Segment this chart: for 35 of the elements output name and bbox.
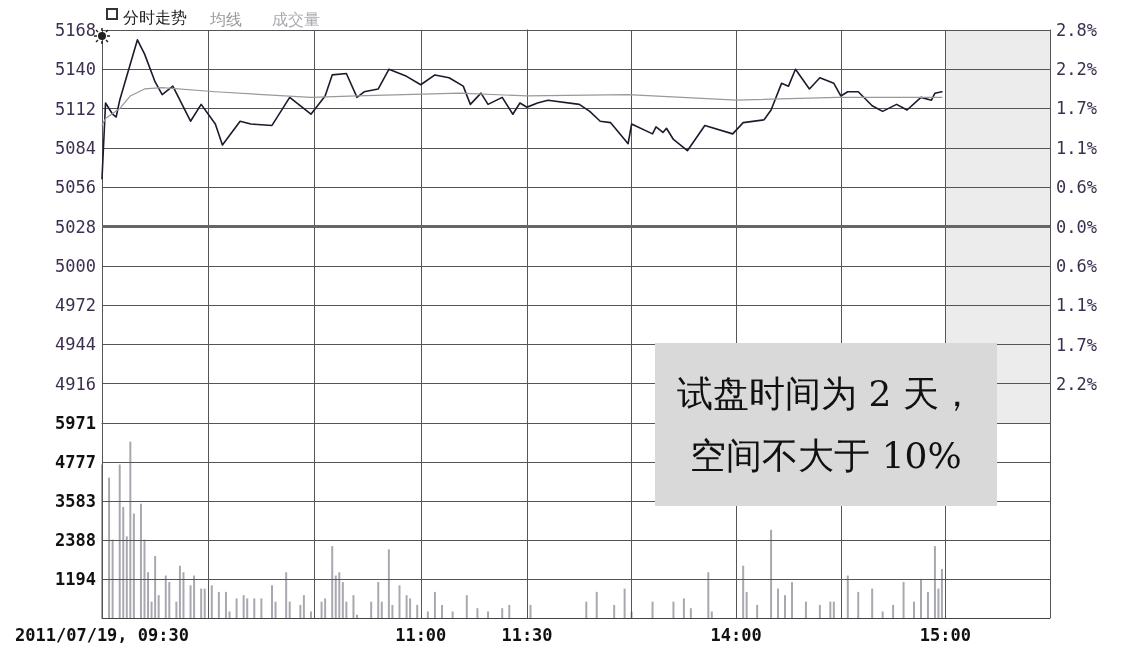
annotation: 试盘时间为 2 天， — [677, 371, 975, 416]
text: 成交量 — [272, 10, 320, 28]
y-tick-label: 3583 — [55, 490, 96, 511]
y-tick-label: 4916 — [55, 373, 96, 394]
text: 2.8% — [1056, 20, 1097, 40]
text: 均线 — [209, 10, 242, 28]
y-tick-label: 2388 — [55, 530, 96, 551]
text: 1.1% — [1056, 294, 1097, 315]
y-tick-label: 5971 — [55, 413, 96, 433]
y-tick-label: 5140 — [55, 59, 96, 80]
x-tick-label: 15:00 — [919, 624, 971, 645]
y-tick-label: 4777 — [55, 451, 96, 472]
text: 2.2% — [1056, 374, 1097, 395]
y-tick-label: 5084 — [55, 137, 96, 158]
text: 0.6% — [1056, 256, 1097, 277]
chart-title: 分时走势 — [123, 8, 187, 26]
y-tick-label: 5168 — [55, 20, 96, 40]
y-tick-label: 4972 — [55, 295, 96, 316]
text: 1.1% — [1056, 138, 1097, 159]
x-tick-label: 14:00 — [710, 624, 762, 645]
x-tick-label: 11:00 — [395, 624, 447, 645]
text: 1.7% — [1056, 98, 1097, 119]
text: 2.2% — [1056, 58, 1097, 79]
x-tick-label: 11:30 — [501, 624, 553, 645]
x-tick-label: 2011/07/19, 09:30 — [15, 624, 189, 645]
y-tick-label: 5112 — [55, 98, 96, 119]
y-tick-label: 4944 — [55, 334, 96, 355]
y-tick-label: 5000 — [55, 255, 96, 276]
text: 1.7% — [1056, 334, 1097, 355]
y-tick-label: 5028 — [55, 216, 96, 237]
y-tick-label: 1194 — [55, 569, 96, 590]
text: 0.0% — [1056, 216, 1097, 237]
annotation: 空间不大于 10% — [690, 433, 962, 478]
y-tick-label: 5056 — [55, 177, 96, 198]
text: 0.6% — [1056, 176, 1097, 197]
